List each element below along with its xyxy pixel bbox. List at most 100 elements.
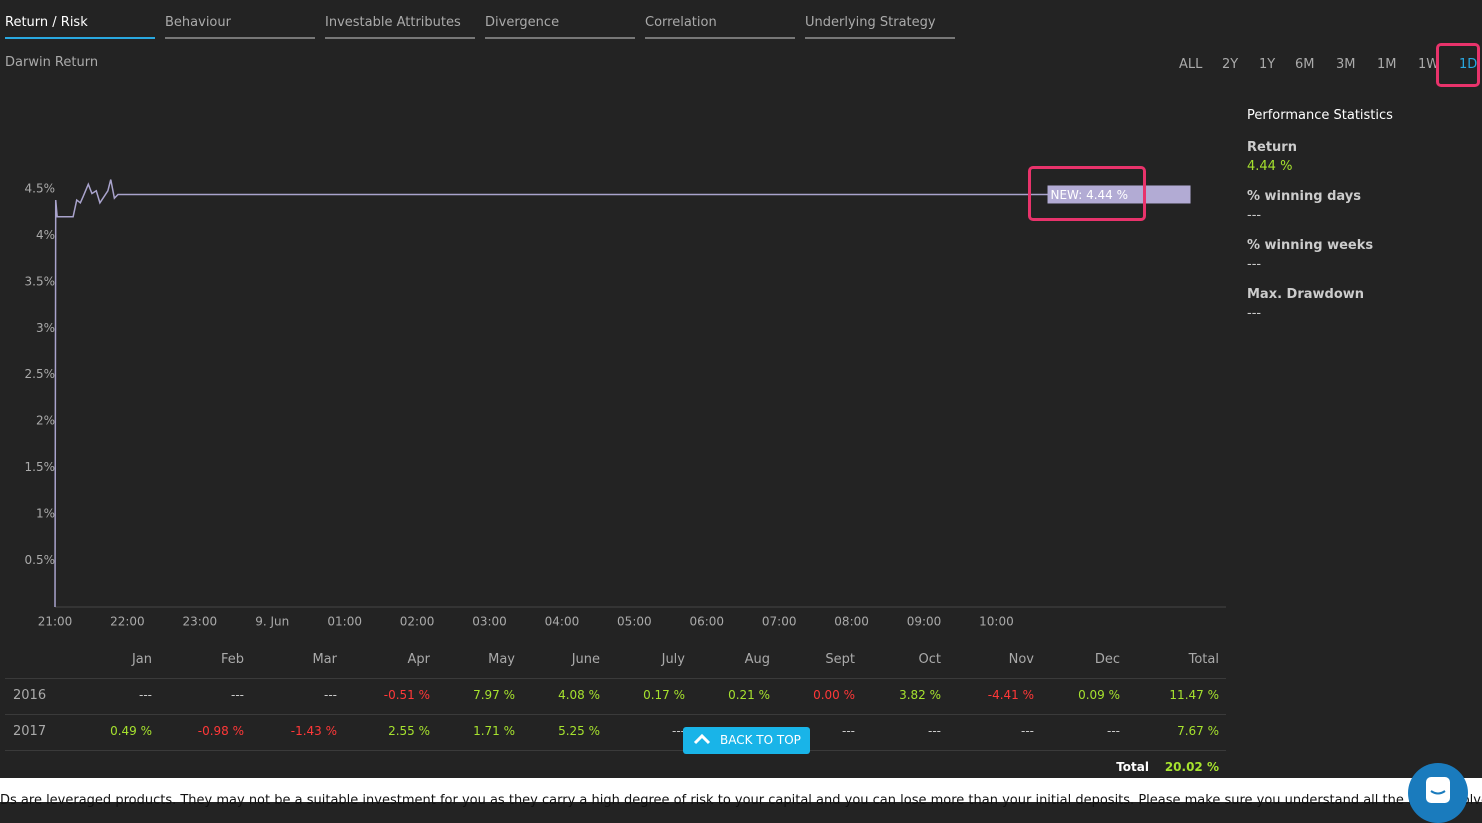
back-to-top-label: BACK TO TOP (720, 733, 801, 747)
range-button[interactable]: 1D (1459, 57, 1478, 72)
column-header: Feb (220, 652, 244, 667)
stat-label: Return (1247, 140, 1297, 155)
table-cell: --- (672, 724, 685, 738)
column-header: Nov (1008, 652, 1034, 667)
column-header: Aug (744, 652, 770, 667)
stat-value: --- (1247, 257, 1262, 272)
tab[interactable]: Investable Attributes (325, 15, 475, 39)
table-cell: 3.82 % (899, 688, 941, 702)
chat-button[interactable] (1408, 763, 1468, 823)
table-cell: 0.49 % (110, 724, 152, 738)
range-button[interactable]: ALL (1179, 57, 1203, 72)
column-header: Total (1188, 652, 1219, 667)
y-tick-label: 3.5% (25, 274, 56, 288)
table-cell: 7.67 % (1177, 724, 1219, 738)
y-tick-label: 4.5% (25, 181, 56, 195)
stat-value: 4.44 % (1247, 159, 1293, 174)
column-header: Apr (407, 652, 431, 667)
stats-title: Performance Statistics (1247, 108, 1393, 123)
table-cell: 0.21 % (728, 688, 770, 702)
table-cell: 0.00 % (813, 688, 855, 702)
x-tick-label: 23:00 (183, 615, 218, 629)
table-cell: --- (1107, 724, 1120, 738)
column-header: May (488, 652, 515, 667)
x-tick-label: 02:00 (400, 615, 435, 629)
table-cell: -4.41 % (987, 688, 1034, 702)
disclaimer-bar (0, 778, 1482, 802)
column-header: June (571, 652, 600, 667)
return-line (54, 179, 1191, 608)
table-cell: 7.97 % (473, 688, 515, 702)
stat-value: --- (1247, 306, 1262, 321)
x-tick-label: 03:00 (472, 615, 507, 629)
row-separator (5, 750, 1226, 751)
table-cell: 0.17 % (643, 688, 685, 702)
y-tick-label: 0.5% (25, 553, 56, 567)
total-value: 20.02 % (1164, 760, 1219, 774)
stat-label: % winning days (1247, 189, 1361, 204)
x-tick-label: 07:00 (762, 615, 797, 629)
chat-icon (1426, 777, 1450, 803)
y-tick-label: 1.5% (25, 460, 56, 474)
y-tick-label: 2.5% (25, 367, 56, 381)
highlight-box (1028, 166, 1146, 221)
highlight-box (1436, 43, 1480, 87)
total-label: Total (1116, 760, 1149, 774)
x-tick-label: 06:00 (689, 615, 724, 629)
table-cell: --- (842, 724, 855, 738)
row-year: 2016 (13, 688, 47, 703)
row-separator (5, 714, 1226, 715)
row-separator (5, 678, 1226, 679)
range-button[interactable]: 6M (1295, 57, 1315, 72)
range-button[interactable]: 1Y (1259, 57, 1276, 72)
tab[interactable]: Divergence (485, 15, 635, 39)
tab[interactable]: Underlying Strategy (805, 15, 955, 39)
table-cell: -0.98 % (197, 724, 244, 738)
chart-title: Darwin Return (5, 55, 99, 70)
x-tick-label: 22:00 (110, 615, 145, 629)
y-tick-label: 3% (36, 321, 55, 335)
chart: 0.5% 1% 1.5% 2% 2.5% 3% 3.5% 4% 4.5% 21:00 22:00 23… (25, 179, 1226, 629)
x-tick-label: 01:00 (327, 615, 362, 629)
x-tick-label: 10:00 (979, 615, 1014, 629)
stat-value: --- (1247, 208, 1262, 223)
table-cell: --- (231, 688, 244, 702)
tab[interactable]: Correlation (645, 15, 795, 39)
stat-label: Max. Drawdown (1247, 287, 1365, 302)
range-button[interactable]: 3M (1336, 57, 1356, 72)
annotation-label: NEW: 4.44 % (1051, 188, 1129, 202)
row-year: 2017 (13, 724, 47, 739)
table-cell: --- (139, 688, 152, 702)
column-header: Jan (131, 652, 152, 667)
range-button[interactable]: 1W (1418, 57, 1440, 72)
x-tick-label: 09:00 (907, 615, 942, 629)
page: Return / Risk Behaviour Investable Attribu… (0, 15, 1482, 823)
column-header: Oct (918, 652, 941, 667)
chevron-icon (693, 733, 711, 745)
table-cell: -1.43 % (290, 724, 337, 738)
y-tick-label: 1% (36, 507, 55, 521)
x-tick-label: 05:00 (617, 615, 652, 629)
tab[interactable]: Behaviour (165, 15, 315, 39)
annotation-box (1047, 185, 1191, 204)
column-header: Sept (825, 652, 855, 667)
tab[interactable]: Return / Risk (5, 15, 155, 39)
disclaimer: Ds are leveraged products. They may not … (0, 793, 1482, 808)
table-cell: -0.51 % (383, 688, 430, 702)
table-cell: --- (928, 724, 941, 738)
table-cell: 0.09 % (1078, 688, 1120, 702)
back-to-top-button[interactable]: BACK TO TOP (683, 727, 810, 754)
y-tick-label: 4% (36, 228, 55, 242)
x-tick-label: 08:00 (834, 615, 869, 629)
table-cell: --- (1021, 724, 1034, 738)
table-cell: --- (324, 688, 337, 702)
column-header: Dec (1094, 652, 1120, 667)
x-tick-label: 21:00 (38, 615, 73, 629)
range-button[interactable]: 2Y (1222, 57, 1239, 72)
range-button[interactable]: 1M (1377, 57, 1397, 72)
table-cell: 4.08 % (558, 688, 600, 702)
x-tick-label: 04:00 (545, 615, 580, 629)
stat-label: % winning weeks (1247, 238, 1374, 253)
column-header: July (661, 652, 685, 667)
table-cell: 2.55 % (388, 724, 430, 738)
